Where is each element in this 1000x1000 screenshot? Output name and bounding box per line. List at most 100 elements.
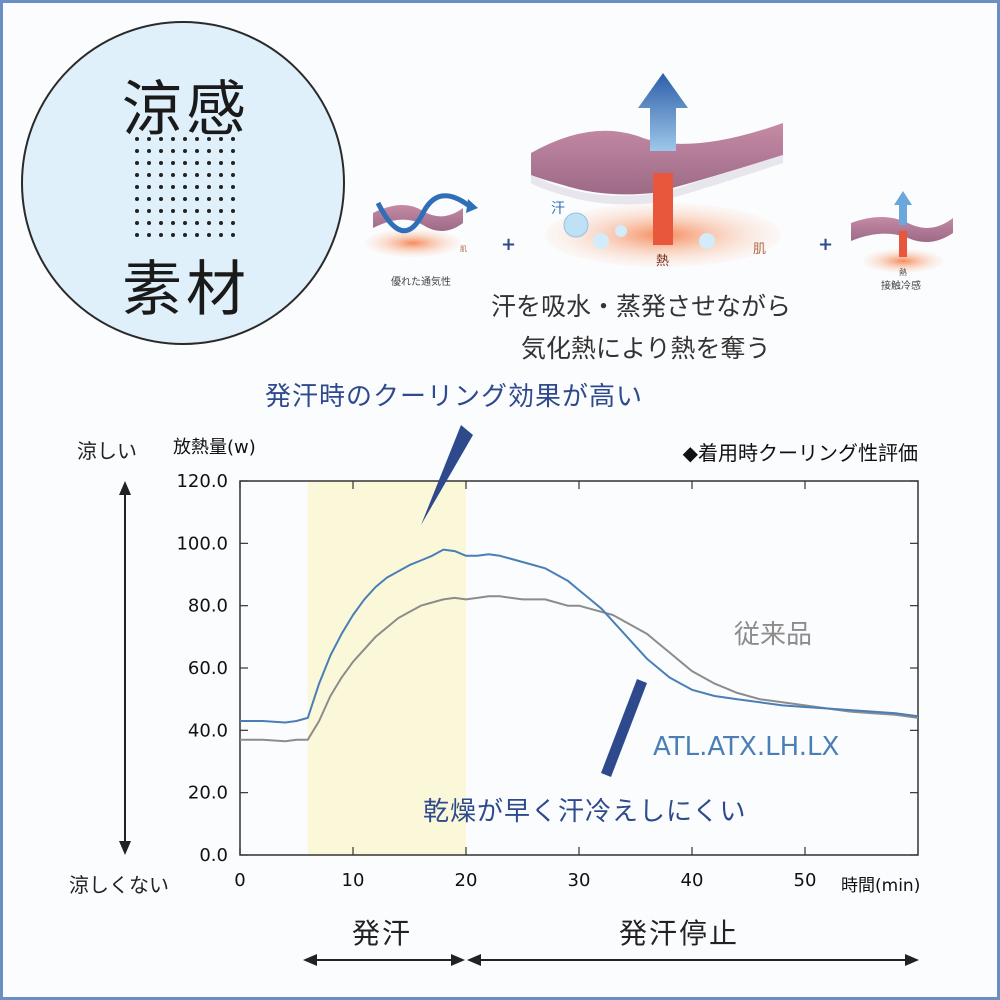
badge-dot — [207, 173, 211, 177]
breathability-illustration — [365, 193, 478, 257]
badge-dot — [219, 137, 223, 141]
badge-dot — [207, 137, 211, 141]
badge-dot — [219, 185, 223, 189]
badge-dot — [219, 149, 223, 153]
sweat-label: 汗 — [551, 201, 565, 217]
badge-dot — [195, 233, 199, 237]
y-tick-label: 0.0 — [199, 845, 228, 866]
badge-dot — [195, 221, 199, 225]
badge-dot — [171, 185, 175, 189]
y-tick-label: 40.0 — [188, 720, 228, 741]
badge-dot — [231, 233, 235, 237]
y-tick-label: 20.0 — [188, 783, 228, 804]
badge-dot — [195, 197, 199, 201]
badge-dot — [207, 149, 211, 153]
badge-dot — [171, 209, 175, 213]
badge-dot — [171, 197, 175, 201]
series-line-conventional — [240, 595, 919, 743]
y-tick-label: 80.0 — [188, 596, 228, 617]
badge-dot — [147, 173, 151, 177]
sweat-phase-arrow — [303, 954, 465, 966]
series-lines — [240, 548, 919, 743]
chart-title: ◆着用時クーリング性評価 — [683, 441, 918, 465]
quick-dry-note: 乾燥が早く汗冷えしにくい — [423, 797, 747, 827]
badge-dot — [207, 209, 211, 213]
badge-dot — [219, 209, 223, 213]
y-tick-label: 120.0 — [176, 471, 228, 492]
badge-dot — [171, 149, 175, 153]
badge-dot — [231, 221, 235, 225]
badge-dot — [195, 173, 199, 177]
mechanism-line-1: 汗を吸水・蒸発させながら — [491, 292, 792, 321]
badge-dot — [207, 221, 211, 225]
badge-dot — [159, 209, 163, 213]
right-heat-label: 熱 — [899, 267, 907, 277]
badge-dot — [147, 185, 151, 189]
badge-dot — [135, 161, 139, 165]
badge-dot — [231, 185, 235, 189]
y-axis-label: 放熱量(w) — [173, 437, 256, 458]
badge-dot — [159, 197, 163, 201]
badge-dot — [219, 233, 223, 237]
badge-dot — [183, 233, 187, 237]
badge-dot — [135, 149, 139, 153]
badge-dot — [159, 233, 163, 237]
badge-dot — [135, 173, 139, 177]
fabric-mechanism-illustration: 優れた通気性 + 汗 熱 肌 + 熱 接触冷感 肌 — [365, 73, 953, 292]
highlight-pointer — [421, 425, 473, 525]
badge-dot — [183, 197, 187, 201]
badge-dot — [219, 161, 223, 165]
badge-dot — [159, 173, 163, 177]
badge-dot — [195, 149, 199, 153]
badge-dot — [219, 221, 223, 225]
badge-dot — [195, 137, 199, 141]
badge-title-bottom: 素材 — [122, 255, 250, 325]
badge-dot — [159, 185, 163, 189]
contact-cooling-illustration — [851, 191, 953, 273]
x-tick-label: 50 — [794, 870, 817, 891]
coolness-arrow — [119, 481, 131, 855]
cooling-material-badge: 涼感 素材 — [21, 21, 345, 345]
badge-dot — [171, 221, 175, 225]
plus-icon: + — [501, 234, 516, 255]
badge-dot — [171, 161, 175, 165]
not-cool-label: 涼しくない — [69, 873, 169, 897]
badge-dot — [147, 137, 151, 141]
badge-dot — [231, 137, 235, 141]
badge-dot — [147, 161, 151, 165]
y-axis-ticks: 0.0 20.0 40.0 60.0 80.0 100.0 120.0 — [176, 471, 918, 866]
badge-dot — [207, 197, 211, 201]
badge-dot — [231, 149, 235, 153]
mechanism-line-2: 気化熱により熱を奪う — [521, 334, 771, 363]
dry-pointer — [601, 679, 647, 777]
badge-dot — [183, 137, 187, 141]
badge-dot — [183, 221, 187, 225]
x-axis-label: 時間(min) — [841, 876, 920, 896]
badge-dot — [159, 149, 163, 153]
badge-dot — [183, 161, 187, 165]
phase-sweat-stop: 発汗停止 — [619, 917, 740, 950]
x-tick-label: 30 — [568, 870, 591, 891]
badge-dot — [135, 209, 139, 213]
skin-label: 肌 — [753, 242, 766, 257]
badge-dot — [135, 137, 139, 141]
badge-dot — [147, 209, 151, 213]
badge-dot — [207, 185, 211, 189]
badge-dot — [147, 149, 151, 153]
series-line-new-product — [240, 548, 919, 724]
x-tick-label: 10 — [342, 870, 365, 891]
badge-dot — [171, 137, 175, 141]
badge-dot — [231, 161, 235, 165]
x-tick-label: 40 — [681, 870, 704, 891]
badge-dot — [195, 209, 199, 213]
badge-dot — [207, 161, 211, 165]
cooling-evaluation-chart: 0.0 20.0 40.0 60.0 80.0 100.0 120.0 0 10 20 30 40 5… — [119, 425, 920, 966]
badge-dot — [135, 233, 139, 237]
badge-dot — [219, 197, 223, 201]
phase-sweating: 発汗 — [352, 917, 413, 950]
badge-dot — [231, 197, 235, 201]
x-tick-label: 20 — [455, 870, 478, 891]
stop-phase-arrow — [467, 954, 919, 966]
badge-dot — [159, 221, 163, 225]
